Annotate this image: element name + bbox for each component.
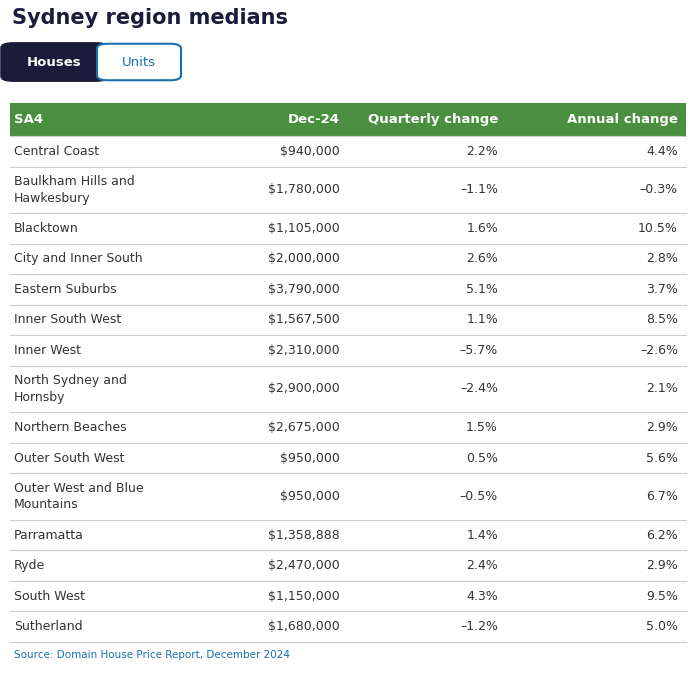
Text: 9.5%: 9.5% [646, 589, 678, 602]
Text: Outer West and Blue
Mountains: Outer West and Blue Mountains [14, 482, 144, 511]
Text: $1,358,888: $1,358,888 [268, 529, 340, 542]
Text: Houses: Houses [27, 56, 82, 69]
Text: $2,000,000: $2,000,000 [268, 252, 340, 265]
Text: $1,680,000: $1,680,000 [268, 620, 340, 633]
Text: $1,567,500: $1,567,500 [268, 313, 340, 326]
Text: Northern Beaches: Northern Beaches [14, 421, 127, 434]
Text: Ryde: Ryde [14, 559, 45, 572]
Text: $2,675,000: $2,675,000 [268, 421, 340, 434]
Text: Units: Units [122, 56, 156, 69]
FancyBboxPatch shape [97, 44, 181, 80]
Text: –2.4%: –2.4% [460, 383, 498, 396]
Text: $950,000: $950,000 [280, 490, 340, 503]
Text: $940,000: $940,000 [280, 145, 340, 158]
Text: $2,470,000: $2,470,000 [268, 559, 340, 572]
Text: –5.7%: –5.7% [460, 344, 498, 357]
Text: –1.2%: –1.2% [460, 620, 498, 633]
Text: –0.5%: –0.5% [460, 490, 498, 503]
Text: Dec-24: Dec-24 [288, 113, 340, 126]
Text: Eastern Suburbs: Eastern Suburbs [14, 283, 116, 296]
Text: 2.9%: 2.9% [646, 559, 678, 572]
Text: Outer South West: Outer South West [14, 451, 125, 464]
Text: Inner West: Inner West [14, 344, 81, 357]
Text: 2.2%: 2.2% [466, 145, 498, 158]
Text: 3.7%: 3.7% [646, 283, 678, 296]
Text: 2.4%: 2.4% [466, 559, 498, 572]
Text: Parramatta: Parramatta [14, 529, 84, 542]
Text: 10.5%: 10.5% [638, 222, 678, 235]
Text: $2,310,000: $2,310,000 [268, 344, 340, 357]
Text: 4.3%: 4.3% [466, 589, 498, 602]
Text: Baulkham Hills and
Hawkesbury: Baulkham Hills and Hawkesbury [14, 175, 135, 205]
Text: $1,150,000: $1,150,000 [268, 589, 340, 602]
Text: Central Coast: Central Coast [14, 145, 99, 158]
Text: 2.6%: 2.6% [466, 252, 498, 265]
Text: 2.1%: 2.1% [646, 383, 678, 396]
Text: $2,900,000: $2,900,000 [268, 383, 340, 396]
Text: 1.6%: 1.6% [466, 222, 498, 235]
Text: 1.5%: 1.5% [466, 421, 498, 434]
Text: 6.7%: 6.7% [646, 490, 678, 503]
Text: Sutherland: Sutherland [14, 620, 83, 633]
Text: –0.3%: –0.3% [640, 183, 678, 196]
Text: North Sydney and
Hornsby: North Sydney and Hornsby [14, 374, 127, 404]
Text: $950,000: $950,000 [280, 451, 340, 464]
Text: 5.1%: 5.1% [466, 283, 498, 296]
Text: Source: Domain House Price Report, December 2024: Source: Domain House Price Report, Decem… [14, 650, 290, 660]
Text: 5.0%: 5.0% [646, 620, 678, 633]
Text: –1.1%: –1.1% [460, 183, 498, 196]
Text: Inner South West: Inner South West [14, 313, 121, 326]
Text: $1,780,000: $1,780,000 [268, 183, 340, 196]
Text: Sydney region medians: Sydney region medians [12, 8, 288, 28]
Text: 2.8%: 2.8% [646, 252, 678, 265]
Text: 1.1%: 1.1% [466, 313, 498, 326]
FancyBboxPatch shape [1, 43, 108, 81]
Text: Blacktown: Blacktown [14, 222, 79, 235]
Text: Annual change: Annual change [567, 113, 678, 126]
Text: City and Inner South: City and Inner South [14, 252, 143, 265]
Text: $1,105,000: $1,105,000 [268, 222, 340, 235]
Text: 6.2%: 6.2% [646, 529, 678, 542]
Text: South West: South West [14, 589, 85, 602]
Text: 4.4%: 4.4% [646, 145, 678, 158]
Text: 8.5%: 8.5% [646, 313, 678, 326]
Text: 2.9%: 2.9% [646, 421, 678, 434]
Text: –2.6%: –2.6% [640, 344, 678, 357]
Text: Quarterly change: Quarterly change [368, 113, 498, 126]
Text: 5.6%: 5.6% [646, 451, 678, 464]
Text: $3,790,000: $3,790,000 [268, 283, 340, 296]
Text: 0.5%: 0.5% [466, 451, 498, 464]
Text: SA4: SA4 [14, 113, 43, 126]
Text: 1.4%: 1.4% [466, 529, 498, 542]
